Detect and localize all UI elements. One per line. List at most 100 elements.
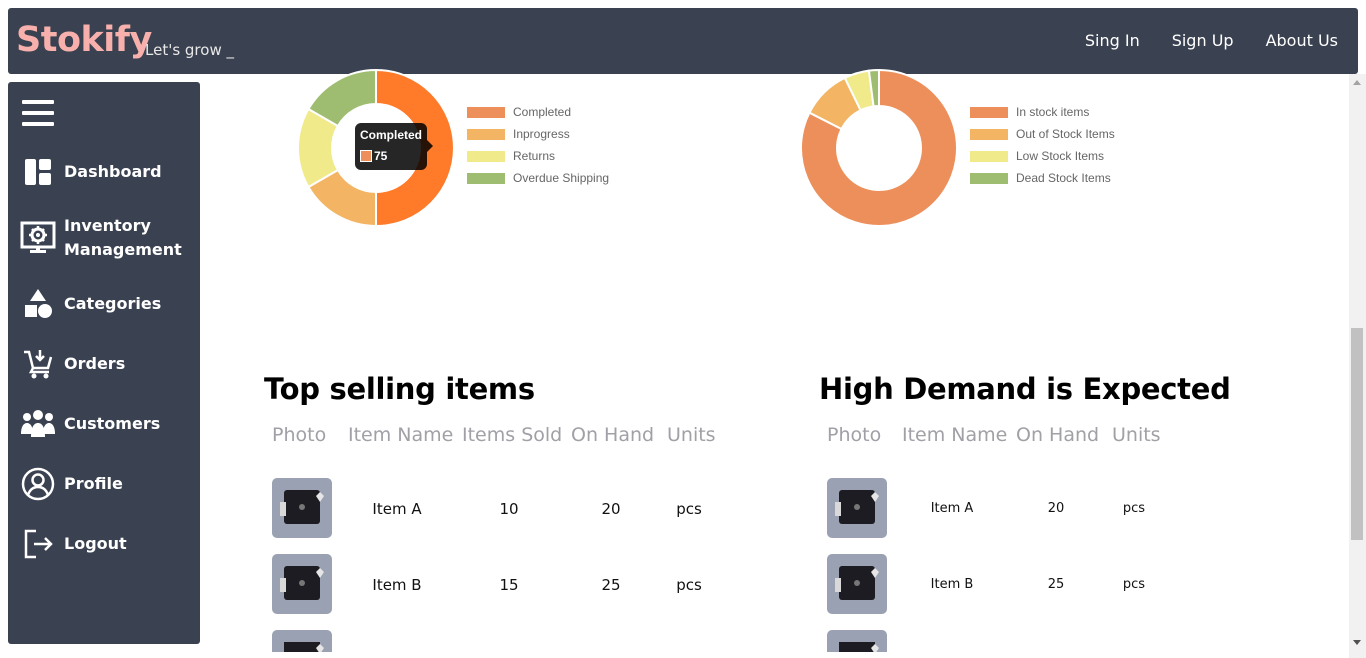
sidebar-item-label: Profile bbox=[64, 474, 123, 493]
sidebar-item-categories[interactable]: Categories bbox=[8, 288, 200, 320]
chart-tooltip: Completed 75 bbox=[355, 123, 433, 170]
on-hand-cell: 25 bbox=[1047, 577, 1065, 592]
legend-swatch bbox=[467, 172, 505, 184]
inventory-gear-icon bbox=[20, 220, 56, 256]
sidebar-item-logout[interactable]: Logout bbox=[8, 528, 200, 560]
legend-swatch bbox=[970, 150, 1008, 162]
column-header-units: Units bbox=[1112, 424, 1161, 446]
doughnut-slice-in-stock-items[interactable] bbox=[800, 68, 958, 227]
column-header-on-hand: On Hand bbox=[571, 424, 655, 446]
column-header-photo: Photo bbox=[272, 424, 327, 446]
item-name-cell: Item B bbox=[930, 577, 974, 592]
legend-label: Inprogress bbox=[513, 127, 570, 141]
column-header-on-hand: On Hand bbox=[1016, 424, 1100, 446]
legend-item[interactable]: Out of Stock Items bbox=[970, 123, 1115, 145]
sidebar-item-label: Customers bbox=[64, 414, 161, 433]
units-cell: pcs bbox=[1122, 501, 1146, 516]
stock-status-legend: In stock items Out of Stock Items Low St… bbox=[970, 101, 1115, 189]
tooltip-value: 75 bbox=[374, 149, 388, 163]
legend-item[interactable]: In stock items bbox=[970, 101, 1115, 123]
order-status-doughnut-chart bbox=[297, 68, 455, 228]
top-nav-links: Sing In Sign Up About Us bbox=[1073, 31, 1358, 50]
user-circle-icon bbox=[20, 466, 56, 502]
product-photo bbox=[827, 478, 887, 538]
scroll-up-arrow-icon[interactable] bbox=[1353, 80, 1361, 85]
column-header-units: Units bbox=[667, 424, 716, 446]
page-scrollbar[interactable] bbox=[1349, 74, 1366, 658]
legend-item[interactable]: Returns bbox=[467, 145, 609, 167]
cart-icon bbox=[20, 346, 56, 382]
sidebar-item-dashboard[interactable]: Dashboard bbox=[8, 156, 200, 188]
about-us-link[interactable]: About Us bbox=[1265, 31, 1338, 50]
doughnut-slice-overdue-shipping[interactable] bbox=[307, 68, 377, 128]
sidebar-item-label-line1: Inventory bbox=[64, 216, 151, 235]
tooltip-swatch bbox=[360, 150, 372, 162]
top-navbar: Stokify Let's grow _ Sing In Sign Up Abo… bbox=[8, 8, 1358, 74]
doughnut-slice-dead-stock-items[interactable] bbox=[867, 68, 880, 108]
logout-icon bbox=[20, 526, 56, 562]
legend-item[interactable]: Dead Stock Items bbox=[970, 167, 1115, 189]
order-status-legend: Completed Inprogress Returns Overdue Shi… bbox=[467, 101, 609, 189]
column-header-item-name: Item Name bbox=[902, 424, 1008, 446]
brand-tagline: Let's grow _ bbox=[145, 41, 234, 59]
legend-label: Overdue Shipping bbox=[513, 171, 610, 185]
legend-label: Dead Stock Items bbox=[1016, 171, 1111, 185]
legend-label: Out of Stock Items bbox=[1016, 127, 1115, 141]
sidebar-item-label-line2: Management bbox=[64, 240, 182, 259]
top-selling-title: Top selling items bbox=[264, 372, 535, 406]
column-header-photo: Photo bbox=[827, 424, 882, 446]
legend-swatch bbox=[467, 150, 505, 162]
sidebar-item-orders[interactable]: Orders bbox=[8, 348, 200, 380]
items-sold-cell: 10 bbox=[499, 500, 519, 518]
sidebar-item-inventory-management[interactable]: Inventory Management bbox=[8, 214, 200, 262]
column-header-item-name: Item Name bbox=[348, 424, 454, 446]
sign-up-link[interactable]: Sign Up bbox=[1171, 31, 1234, 50]
item-name-cell: Item A bbox=[930, 501, 974, 516]
legend-swatch bbox=[970, 172, 1008, 184]
hamburger-icon[interactable] bbox=[22, 100, 54, 130]
units-cell: pcs bbox=[676, 576, 702, 594]
units-cell: pcs bbox=[1122, 577, 1146, 592]
item-name-cell: Item A bbox=[372, 500, 422, 518]
sidebar-item-label: Categories bbox=[64, 294, 162, 313]
legend-swatch bbox=[970, 106, 1008, 118]
tooltip-title: Completed bbox=[360, 128, 423, 142]
legend-item[interactable]: Overdue Shipping bbox=[467, 167, 609, 189]
product-photo bbox=[272, 478, 332, 538]
brand-logo[interactable]: Stokify bbox=[16, 20, 152, 60]
legend-label: Low Stock Items bbox=[1016, 149, 1105, 163]
sidebar-item-label: Orders bbox=[64, 354, 126, 373]
product-photo bbox=[272, 554, 332, 614]
legend-swatch bbox=[970, 128, 1008, 140]
scrollbar-thumb[interactable] bbox=[1351, 328, 1363, 540]
items-sold-cell: 15 bbox=[499, 576, 519, 594]
sidebar-item-profile[interactable]: Profile bbox=[8, 466, 200, 502]
sidebar-item-label: Logout bbox=[64, 534, 127, 553]
on-hand-cell: 20 bbox=[1047, 501, 1065, 516]
product-photo bbox=[272, 630, 332, 652]
on-hand-cell: 20 bbox=[601, 500, 621, 518]
high-demand-title: High Demand is Expected bbox=[819, 372, 1231, 406]
stock-status-doughnut-chart bbox=[800, 68, 958, 227]
scroll-down-arrow-icon[interactable] bbox=[1353, 640, 1361, 645]
item-name-cell: Item B bbox=[372, 576, 422, 594]
on-hand-cell: 25 bbox=[601, 576, 621, 594]
legend-swatch bbox=[467, 106, 505, 118]
sidebar-item-customers[interactable]: Customers bbox=[8, 408, 200, 440]
people-icon bbox=[20, 406, 56, 442]
sidebar-item-label: Dashboard bbox=[64, 162, 162, 181]
legend-label: Returns bbox=[513, 149, 556, 163]
product-photo bbox=[827, 630, 887, 652]
legend-label: In stock items bbox=[1016, 105, 1090, 119]
sign-in-link[interactable]: Sing In bbox=[1084, 31, 1140, 50]
units-cell: pcs bbox=[676, 500, 702, 518]
legend-label: Completed bbox=[513, 105, 572, 119]
legend-swatch bbox=[467, 128, 505, 140]
product-photo bbox=[827, 554, 887, 614]
shapes-icon bbox=[20, 286, 56, 322]
dashboard-icon bbox=[20, 154, 56, 190]
sidebar: Dashboard Inventory Management Categorie… bbox=[8, 82, 200, 644]
legend-item[interactable]: Low Stock Items bbox=[970, 145, 1115, 167]
legend-item[interactable]: Completed bbox=[467, 101, 609, 123]
legend-item[interactable]: Inprogress bbox=[467, 123, 609, 145]
